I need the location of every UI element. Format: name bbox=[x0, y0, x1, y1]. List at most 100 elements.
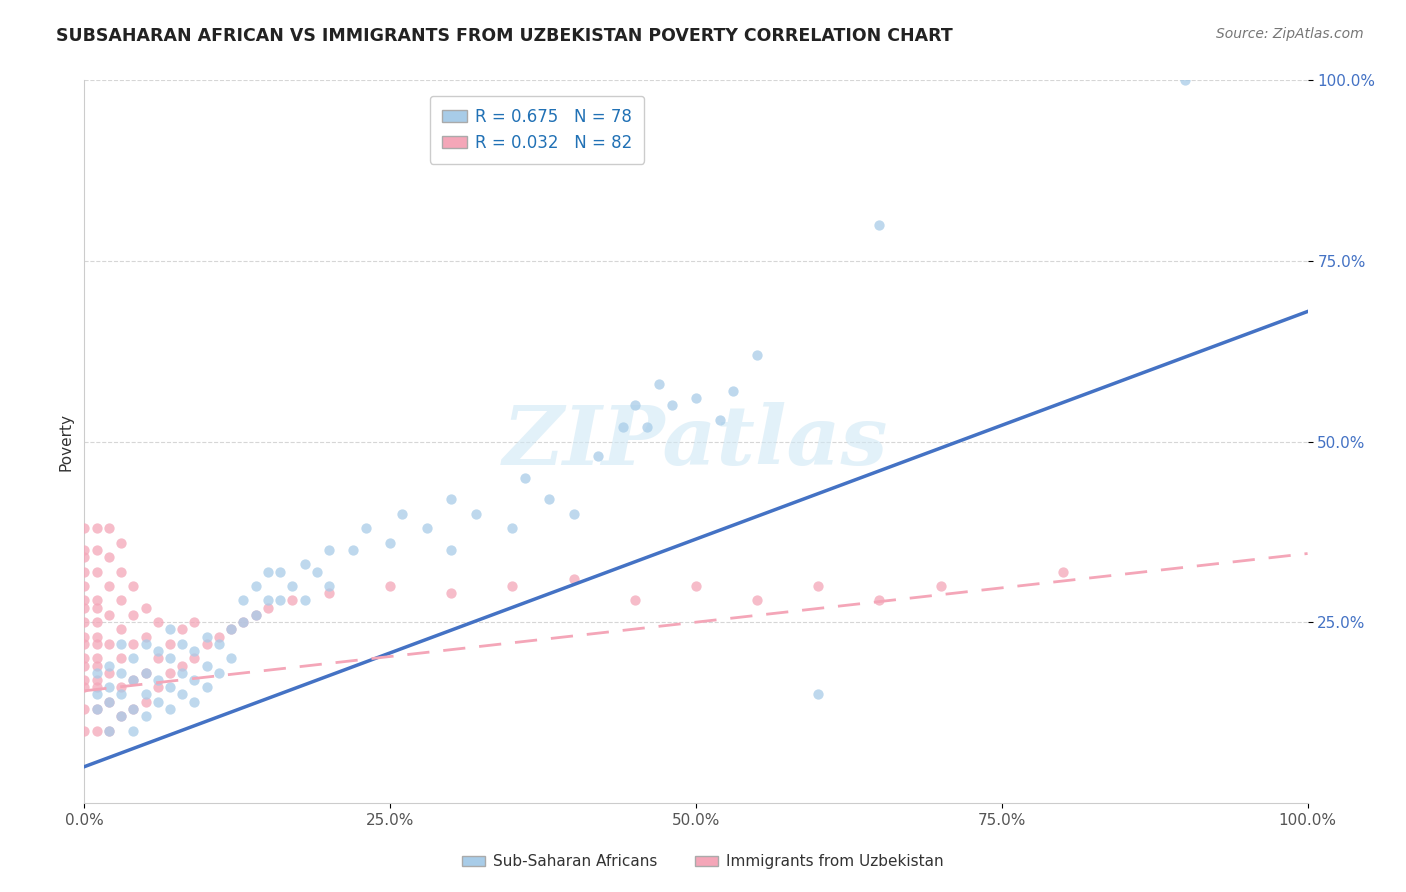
Point bbox=[232, 615, 254, 630]
Point bbox=[183, 651, 205, 665]
Point bbox=[122, 702, 145, 716]
Point bbox=[110, 687, 132, 701]
Point bbox=[86, 723, 108, 738]
Point bbox=[294, 558, 316, 572]
Point bbox=[709, 413, 731, 427]
Point bbox=[391, 507, 413, 521]
Point bbox=[281, 593, 304, 607]
Point bbox=[146, 615, 169, 630]
Point bbox=[354, 521, 377, 535]
Point bbox=[869, 218, 891, 232]
Point bbox=[219, 623, 242, 637]
Point bbox=[294, 593, 316, 607]
Point bbox=[73, 630, 96, 644]
Text: Source: ZipAtlas.com: Source: ZipAtlas.com bbox=[1216, 27, 1364, 41]
Point bbox=[73, 658, 96, 673]
Point bbox=[232, 615, 254, 630]
Point bbox=[1052, 565, 1074, 579]
Point bbox=[135, 665, 157, 680]
Point bbox=[73, 565, 96, 579]
Point bbox=[86, 665, 108, 680]
Point bbox=[73, 550, 96, 565]
Point bbox=[929, 579, 952, 593]
Point bbox=[86, 565, 108, 579]
Point bbox=[219, 623, 242, 637]
Point bbox=[183, 644, 205, 658]
Point bbox=[135, 630, 157, 644]
Point bbox=[807, 579, 830, 593]
Point bbox=[219, 651, 242, 665]
Legend: R = 0.675   N = 78, R = 0.032   N = 82: R = 0.675 N = 78, R = 0.032 N = 82 bbox=[430, 95, 644, 163]
Point bbox=[122, 702, 145, 716]
Point bbox=[807, 687, 830, 701]
Point bbox=[135, 709, 157, 723]
Point bbox=[172, 665, 194, 680]
Point bbox=[502, 579, 524, 593]
Point bbox=[86, 600, 108, 615]
Point bbox=[257, 600, 280, 615]
Point bbox=[159, 623, 181, 637]
Point bbox=[624, 398, 647, 412]
Point bbox=[380, 579, 402, 593]
Point bbox=[110, 665, 132, 680]
Point bbox=[159, 680, 181, 694]
Point bbox=[73, 521, 96, 535]
Point bbox=[159, 665, 181, 680]
Point bbox=[440, 492, 463, 507]
Point bbox=[86, 593, 108, 607]
Point bbox=[159, 702, 181, 716]
Point bbox=[245, 579, 267, 593]
Point bbox=[159, 637, 181, 651]
Point bbox=[183, 615, 205, 630]
Point bbox=[73, 615, 96, 630]
Point bbox=[1174, 73, 1197, 87]
Point bbox=[86, 542, 108, 557]
Point bbox=[195, 680, 218, 694]
Point bbox=[86, 680, 108, 694]
Point bbox=[146, 673, 169, 687]
Point bbox=[562, 572, 585, 586]
Point bbox=[110, 593, 132, 607]
Point bbox=[513, 470, 536, 484]
Point bbox=[110, 709, 132, 723]
Point bbox=[97, 521, 120, 535]
Point bbox=[122, 637, 145, 651]
Point bbox=[183, 695, 205, 709]
Point bbox=[110, 680, 132, 694]
Point bbox=[110, 565, 132, 579]
Point bbox=[146, 695, 169, 709]
Point bbox=[110, 637, 132, 651]
Point bbox=[245, 607, 267, 622]
Point bbox=[86, 702, 108, 716]
Point bbox=[97, 665, 120, 680]
Point bbox=[86, 673, 108, 687]
Point bbox=[869, 593, 891, 607]
Point bbox=[502, 521, 524, 535]
Point bbox=[747, 593, 769, 607]
Point bbox=[86, 615, 108, 630]
Point bbox=[208, 637, 231, 651]
Point bbox=[721, 384, 744, 398]
Point bbox=[195, 658, 218, 673]
Point bbox=[612, 420, 634, 434]
Point bbox=[97, 680, 120, 694]
Point bbox=[281, 579, 304, 593]
Point bbox=[97, 637, 120, 651]
Point bbox=[86, 687, 108, 701]
Point bbox=[110, 535, 132, 549]
Point bbox=[318, 542, 340, 557]
Point bbox=[73, 651, 96, 665]
Point bbox=[440, 542, 463, 557]
Point bbox=[305, 565, 328, 579]
Point bbox=[97, 695, 120, 709]
Text: ZIPatlas: ZIPatlas bbox=[503, 401, 889, 482]
Point bbox=[562, 507, 585, 521]
Point bbox=[747, 348, 769, 362]
Point bbox=[464, 507, 486, 521]
Point bbox=[135, 637, 157, 651]
Point bbox=[110, 709, 132, 723]
Point bbox=[97, 723, 120, 738]
Point bbox=[135, 687, 157, 701]
Point bbox=[342, 542, 364, 557]
Point bbox=[172, 687, 194, 701]
